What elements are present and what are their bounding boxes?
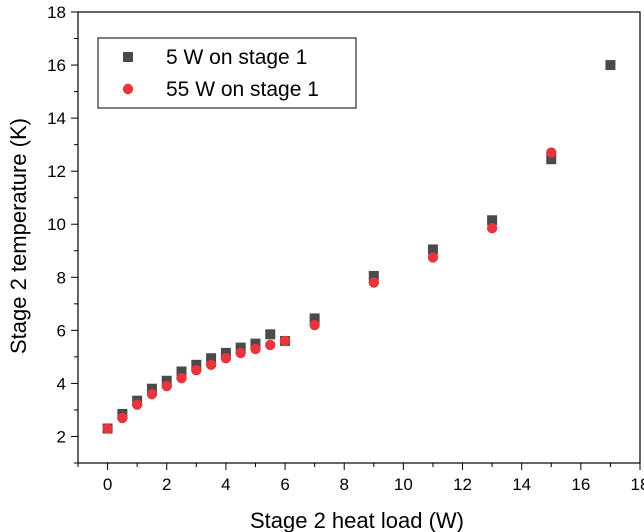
x-axis-ticks: 0 2 4 6 8 10 12 14 16 18 [77,463,644,494]
y-tick-label: 4 [57,374,66,393]
data-point-series-2 [161,380,172,392]
plot-frame [77,11,641,464]
y-tick-label: 18 [47,3,66,22]
data-point-series-1 [605,60,616,71]
data-point-series-2 [117,412,128,424]
data-point-series-2 [220,353,232,364]
data-point-series-1 [309,313,320,324]
data-point-series-2 [191,364,202,376]
plot-border [77,11,641,464]
x-tick-label: 10 [394,475,413,494]
data-point-series-2 [235,347,246,359]
y-tick-label: 10 [47,215,66,234]
data-point-series-1 [546,154,557,165]
data-point-series-1 [427,244,438,255]
x-tick-label: 18 [631,475,644,494]
legend-marker-circle [122,83,134,95]
x-tick-label: 2 [162,475,171,494]
data-point-series-1 [265,329,276,340]
legend-box [97,37,357,109]
data-point-series-1 [161,375,172,386]
data-point-series-1 [146,383,157,394]
y-tick-label: 14 [47,109,66,128]
x-tick-label: 12 [453,475,472,494]
data-point-series-2 [486,223,498,234]
legend-label-series-1: 5 W on stage 1 [166,46,307,69]
data-markers [102,60,616,434]
x-tick-label: 6 [280,475,289,494]
x-tick-label: 16 [571,475,590,494]
data-point-series-2 [176,372,187,384]
y-tick-label: 12 [47,162,66,181]
data-point-series-2 [279,335,291,347]
data-point-series-2 [146,388,158,400]
legend-label-series-2: 55 W on stage 1 [166,78,319,101]
data-point-series-2 [131,399,143,410]
legend: 5 W on stage 1 55 W on stage 1 [97,37,357,109]
y-tick-label: 16 [47,56,66,75]
data-point-series-2 [368,277,379,288]
x-tick-label: 8 [339,475,348,494]
y-axis-title: Stage 2 temperature (K) [6,118,31,354]
x-tick-label: 4 [221,475,230,494]
data-point-series-1 [235,342,246,353]
data-point-series-2 [102,423,113,434]
x-tick-label: 0 [103,475,112,494]
data-point-series-1 [368,270,379,281]
legend-marker-square [123,52,133,62]
x-axis-title: Stage 2 heat load (W) [250,508,464,532]
y-tick-label: 6 [57,321,66,340]
data-point-series-2 [250,343,261,355]
x-tick-label: 14 [512,475,531,494]
data-point-series-2 [309,319,320,331]
y-tick-label: 8 [57,268,66,287]
y-tick-label: 2 [57,427,66,446]
data-point-series-2 [546,147,557,158]
data-point-series-1 [220,347,231,358]
y-axis-ticks: 2 4 6 8 10 12 14 16 18 [47,3,78,464]
data-point-series-1 [191,359,202,370]
data-point-series-2 [265,339,276,351]
data-point-series-1 [487,215,498,226]
data-point-series-1 [250,338,261,349]
data-point-series-1 [206,353,217,364]
data-point-series-2 [205,359,217,371]
data-point-series-2 [427,252,439,263]
data-point-series-1 [176,366,187,377]
